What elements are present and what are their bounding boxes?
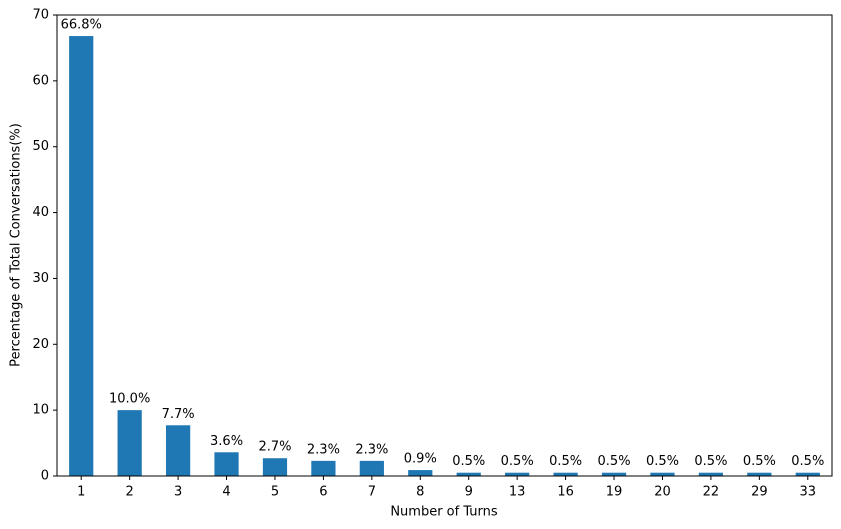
y-tick-label: 30 xyxy=(32,271,49,286)
bar xyxy=(408,470,433,476)
value-label: 0.5% xyxy=(743,454,776,469)
x-tick-label: 33 xyxy=(800,485,817,500)
bar xyxy=(553,472,578,476)
x-tick-label: 9 xyxy=(465,485,473,500)
bar xyxy=(747,472,772,476)
x-tick-label: 16 xyxy=(557,485,574,500)
value-label: 0.5% xyxy=(452,454,485,469)
x-tick-label: 6 xyxy=(319,485,327,500)
value-label: 7.7% xyxy=(162,407,195,422)
x-tick-label: 3 xyxy=(174,485,182,500)
value-label: 2.3% xyxy=(307,442,340,457)
value-label: 0.9% xyxy=(404,452,437,467)
bar xyxy=(117,410,142,476)
value-label: 0.5% xyxy=(598,454,631,469)
value-label: 66.8% xyxy=(61,18,102,33)
bar xyxy=(214,452,239,476)
value-label: 0.5% xyxy=(694,454,727,469)
x-tick-label: 29 xyxy=(751,485,768,500)
x-axis-label: Number of Turns xyxy=(390,505,498,520)
value-label: 2.7% xyxy=(258,440,291,455)
x-tick-label: 13 xyxy=(509,485,526,500)
bar xyxy=(650,472,675,476)
y-tick-label: 40 xyxy=(32,205,49,220)
y-tick-label: 0 xyxy=(41,469,49,484)
x-tick-label: 8 xyxy=(416,485,424,500)
bar xyxy=(262,458,288,476)
plot-frame xyxy=(56,14,833,477)
bar xyxy=(698,472,724,476)
y-tick-label: 50 xyxy=(32,139,49,154)
bar xyxy=(165,425,191,476)
x-tick-label: 2 xyxy=(126,485,134,500)
y-tick-label: 70 xyxy=(32,8,49,23)
bar xyxy=(795,472,820,476)
y-tick-label: 20 xyxy=(32,337,49,352)
x-tick-label: 20 xyxy=(654,485,671,500)
y-axis-label: Percentage of Total Conversations(%) xyxy=(9,123,24,367)
bar xyxy=(359,460,384,476)
bar xyxy=(601,472,627,476)
x-tick-label: 19 xyxy=(606,485,623,500)
value-label: 0.5% xyxy=(549,454,582,469)
value-label: 2.3% xyxy=(355,442,388,457)
x-tick-label: 7 xyxy=(368,485,376,500)
value-label: 3.6% xyxy=(210,434,243,449)
y-tick-label: 60 xyxy=(32,73,49,88)
y-tick-label: 10 xyxy=(32,403,49,418)
value-label: 10.0% xyxy=(109,392,150,407)
bar xyxy=(505,472,530,476)
bar xyxy=(69,36,94,477)
value-label: 0.5% xyxy=(501,454,534,469)
value-label: 0.5% xyxy=(646,454,679,469)
x-tick-label: 1 xyxy=(77,485,85,500)
bar xyxy=(311,460,336,476)
x-tick-label: 4 xyxy=(222,485,230,500)
bar xyxy=(456,472,481,476)
x-tick-label: 22 xyxy=(703,485,720,500)
value-label: 0.5% xyxy=(791,454,824,469)
x-tick-label: 5 xyxy=(271,485,279,500)
